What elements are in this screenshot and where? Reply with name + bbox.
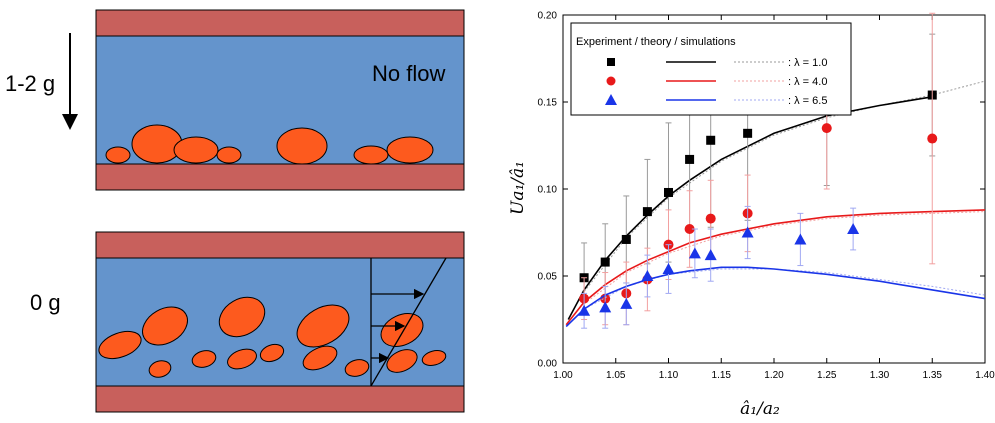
- x-tick-label: 1.25: [817, 370, 837, 381]
- schematic-flow-panel: 0 g: [30, 231, 465, 413]
- legend-marker: [605, 94, 617, 105]
- x-tick-label: 1.30: [870, 370, 890, 381]
- bubble: [173, 136, 219, 164]
- data-point: [704, 249, 717, 261]
- bottom-wall: [95, 385, 465, 413]
- bubble: [276, 127, 328, 165]
- bubble: [131, 124, 183, 164]
- data-point: [821, 123, 832, 134]
- bubble: [302, 345, 338, 371]
- schematic-no-flow-panel: No flow: [95, 9, 465, 191]
- data-point: [599, 301, 612, 313]
- data-point: [600, 257, 610, 267]
- x-tick-label: 1.05: [606, 370, 626, 381]
- bubble: [148, 360, 172, 378]
- simulation-line: [583, 211, 986, 305]
- bubble: [191, 350, 217, 368]
- data-point: [578, 304, 591, 316]
- data-point: [794, 233, 807, 245]
- bubble: [353, 145, 389, 165]
- data-point: [642, 207, 652, 217]
- bubble: [105, 146, 131, 164]
- chart-marks: 1.00 1.05 1.10 1.15 1.20 1.25 1.30 1.35 1.40 0.00…: [538, 11, 995, 382]
- bubble: [98, 330, 142, 360]
- data-point: [620, 297, 633, 309]
- x-tick-label: 1.10: [659, 370, 679, 381]
- y-axis-label: Ua₁/â₁: [508, 161, 528, 215]
- data-point: [621, 234, 631, 244]
- theory-line: [565, 266, 986, 328]
- legend-marker: [606, 76, 616, 86]
- sedimented-bubbles: [105, 124, 434, 165]
- bubble: [386, 136, 434, 164]
- bubble: [142, 306, 188, 346]
- x-tick-label: 1.40: [975, 370, 995, 381]
- bubble: [344, 359, 370, 377]
- data-point: [743, 128, 753, 138]
- bubble: [218, 296, 266, 338]
- chart: 1.00 1.05 1.10 1.15 1.20 1.25 1.30 1.35 1.40 0.00…: [508, 11, 995, 420]
- x-tick-label: 1.15: [712, 370, 732, 381]
- gravity-label: 1-2 g: [5, 71, 55, 96]
- legend-label: : λ = 4.0: [788, 76, 827, 88]
- top-wall: [95, 231, 465, 259]
- legend-label: : λ = 6.5: [788, 95, 827, 107]
- bottom-wall: [95, 163, 465, 191]
- legend: Experiment / theory / simulations : λ = …: [570, 22, 852, 116]
- y-tick-label: 0.00: [538, 359, 558, 370]
- y-tick-label: 0.15: [538, 98, 558, 109]
- y-tick-label: 0.10: [538, 185, 558, 196]
- data-point: [664, 187, 673, 197]
- x-axis-label: â₁/a₂: [740, 399, 780, 419]
- bubble: [296, 304, 350, 348]
- data-point: [847, 223, 860, 235]
- gravity-indicator: 1-2 g: [5, 33, 78, 130]
- x-tick-label: 1.20: [764, 370, 784, 381]
- y-tick-label: 0.05: [538, 272, 558, 283]
- bubble: [259, 343, 285, 363]
- x-tick-label: 1.35: [923, 370, 943, 381]
- bubble: [386, 349, 418, 373]
- x-tick-label: 1.00: [553, 370, 573, 381]
- flow-label: No flow: [372, 61, 445, 86]
- top-wall: [95, 9, 465, 37]
- suspended-bubbles: [98, 296, 447, 378]
- data-point: [706, 135, 716, 145]
- profile-envelope: [370, 257, 447, 387]
- bubble: [421, 350, 447, 366]
- data-point: [705, 213, 716, 224]
- bubble: [216, 146, 242, 164]
- data-point: [688, 247, 701, 259]
- data-point: [662, 263, 675, 275]
- y-tick-label: 0.20: [538, 11, 558, 22]
- gravity-label: 0 g: [30, 290, 61, 315]
- simulation-line: [583, 80, 986, 293]
- velocity-profile: [370, 257, 447, 387]
- legend-marker: [607, 58, 615, 66]
- legend-label: : λ = 1.0: [788, 57, 827, 69]
- bubble: [227, 348, 257, 370]
- data-point: [684, 224, 695, 235]
- legend-header: Experiment / theory / simulations: [576, 36, 736, 48]
- legend-entries: : λ = 1.0 : λ = 4.0 : λ = 6.5: [605, 57, 827, 107]
- data-point: [741, 226, 754, 238]
- data-point: [641, 270, 654, 281]
- data-point: [685, 154, 695, 164]
- data-point: [927, 133, 938, 144]
